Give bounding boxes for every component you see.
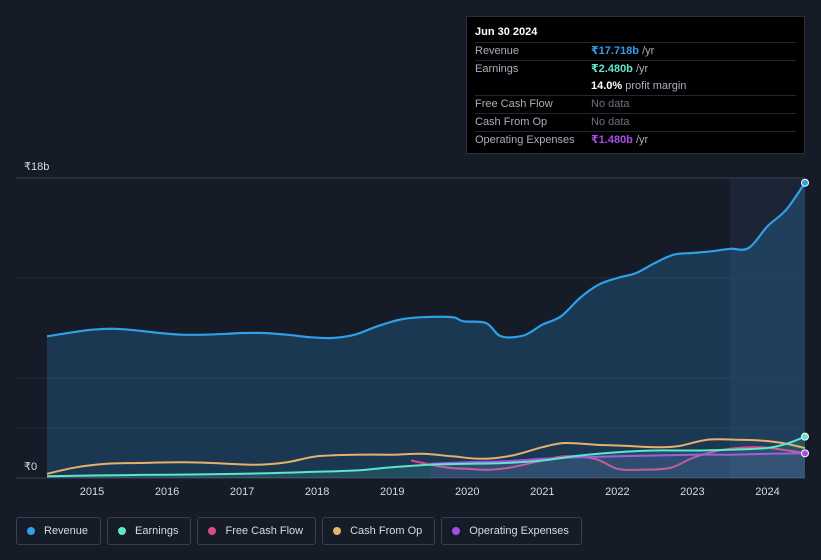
tooltip-value: No data xyxy=(591,116,630,128)
tooltip-value: ₹1.480b xyxy=(591,134,633,146)
legend-label: Free Cash Flow xyxy=(225,525,304,537)
legend-dot-icon xyxy=(27,527,35,535)
legend-label: Earnings xyxy=(135,525,179,537)
series-line-free-cash-flow xyxy=(410,446,806,471)
legend-item-operating-expenses[interactable]: Operating Expenses xyxy=(441,517,582,545)
chart-canvas: 2015 2016 2017 2018 2019 2020 2021 2022 2023 2024 xyxy=(16,177,809,498)
x-tick-label: 2017 xyxy=(230,486,254,498)
legend-dot-icon xyxy=(118,527,127,535)
tooltip-label: Earnings xyxy=(475,63,519,75)
end-marker-earnings xyxy=(801,432,809,441)
data-tooltip: Jun 30 2024 Revenue ₹17.718b /yr Earning… xyxy=(466,16,805,154)
x-tick-label: 2021 xyxy=(530,486,554,498)
legend-dot-icon xyxy=(208,527,217,535)
chart-legend: Revenue Earnings Free Cash Flow Cash Fro… xyxy=(16,517,582,545)
tooltip-unit: /yr xyxy=(632,134,649,146)
x-tick-label: 2019 xyxy=(380,486,404,498)
legend-label: Cash From Op xyxy=(350,525,423,537)
legend-item-cash-from-op[interactable]: Cash From Op xyxy=(322,517,436,545)
tooltip-date: Jun 30 2024 xyxy=(475,26,538,38)
y-tick-label-top: ₹18b xyxy=(24,161,50,173)
tooltip-unit: /yr xyxy=(639,45,655,57)
tooltip-row-cfo: Cash From Op No data xyxy=(475,113,796,131)
tooltip-value: 14.0% xyxy=(591,80,623,92)
legend-item-free-cash-flow[interactable]: Free Cash Flow xyxy=(197,517,317,545)
tooltip-row-opex: Operating Expenses ₹1.480b /yr xyxy=(475,131,796,149)
legend-label: Operating Expenses xyxy=(469,525,569,537)
end-marker-revenue xyxy=(801,178,809,187)
x-tick-label: 2022 xyxy=(605,486,629,498)
x-tick-label: 2020 xyxy=(455,486,479,498)
tooltip-value: No data xyxy=(591,98,630,110)
series-area-earnings xyxy=(47,436,805,478)
x-tick-label: 2016 xyxy=(155,486,179,498)
tooltip-row-fcf: Free Cash Flow No data xyxy=(475,95,796,113)
series-area-operating-expenses xyxy=(429,453,805,478)
series-area-revenue xyxy=(47,182,805,478)
series-line-earnings xyxy=(46,435,806,478)
tooltip-value: ₹17.718b xyxy=(591,45,640,57)
tooltip-label: Operating Expenses xyxy=(475,134,575,146)
legend-dot-icon xyxy=(452,527,461,535)
series-line-cash-from-op xyxy=(46,438,806,475)
tooltip-row-revenue: Revenue ₹17.718b /yr xyxy=(475,42,796,60)
x-tick-label: 2015 xyxy=(80,486,104,498)
legend-item-earnings[interactable]: Earnings xyxy=(107,517,192,545)
x-tick-label: 2023 xyxy=(680,486,704,498)
tooltip-unit: /yr xyxy=(632,63,649,75)
tooltip-label: Revenue xyxy=(475,45,520,57)
series-line-revenue xyxy=(46,182,806,340)
x-tick-label: 2024 xyxy=(755,486,779,498)
end-marker-operating-expenses xyxy=(801,449,809,458)
tooltip-row-margin: 14.0% profit margin xyxy=(475,78,796,95)
legend-dot-icon xyxy=(333,527,342,535)
tooltip-label: Cash From Op xyxy=(475,116,548,128)
legend-item-revenue[interactable]: Revenue xyxy=(16,517,102,545)
tooltip-value: ₹2.480b xyxy=(591,63,633,75)
tooltip-label xyxy=(475,78,591,95)
x-tick-label: 2018 xyxy=(305,486,329,498)
tooltip-unit: profit margin xyxy=(622,80,687,92)
tooltip-label: Free Cash Flow xyxy=(475,98,553,110)
y-tick-label-zero: ₹0 xyxy=(24,461,38,473)
legend-label: Revenue xyxy=(44,525,89,537)
tooltip-row-earnings: Earnings ₹2.480b /yr xyxy=(475,60,796,78)
series-line-operating-expenses xyxy=(429,452,806,465)
